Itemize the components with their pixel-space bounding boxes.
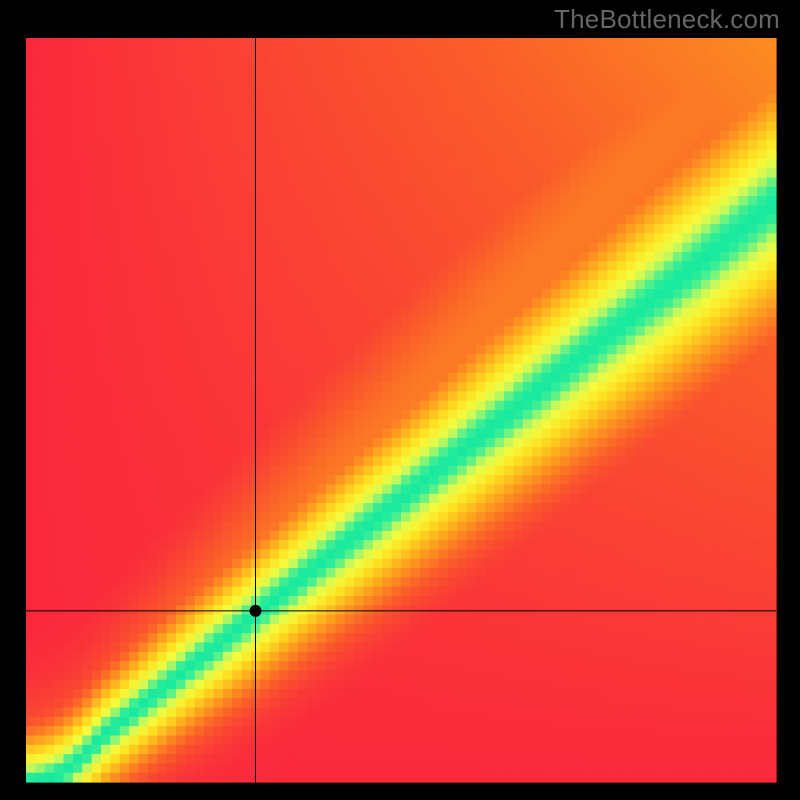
watermark-text: TheBottleneck.com bbox=[554, 4, 780, 35]
chart-container: TheBottleneck.com bbox=[0, 0, 800, 800]
crosshair-dot bbox=[250, 605, 262, 617]
heatmap-cells bbox=[26, 38, 777, 783]
bottleneck-heatmap bbox=[0, 0, 800, 800]
